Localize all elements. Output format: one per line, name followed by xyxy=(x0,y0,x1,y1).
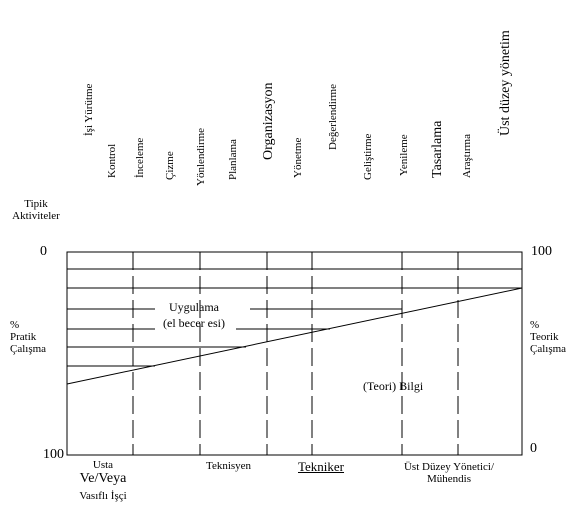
activity-label: Kontrol xyxy=(106,144,118,178)
activity-label: Organizasyon xyxy=(261,83,276,161)
typical-activities-label: Tipik Aktiviteler xyxy=(8,198,64,222)
left-axis-top: 0 xyxy=(40,244,47,259)
right-axis-label-line-1: % xyxy=(530,319,540,331)
role-usta-line-1: Usta xyxy=(92,459,114,471)
role-ust-duzey: Üst Düzey Yönetici/ Mühendis xyxy=(392,461,506,485)
activity-label: Yönetme xyxy=(292,138,304,178)
left-axis-label: % Pratik Çalışma xyxy=(10,319,46,355)
role-ust-duzey-line-1: Üst Düzey Yönetici/ xyxy=(403,461,494,473)
activity-label: İşi Yürütme xyxy=(83,83,95,136)
activity-label: Araştırma xyxy=(461,134,473,178)
theory-region-label: (Teori) Bilgi xyxy=(363,379,424,393)
right-axis-label-line-2: Teorik xyxy=(530,331,559,343)
typical-label-line-2: Aktiviteler xyxy=(12,210,60,222)
left-axis-label-line-3: Çalışma xyxy=(10,343,47,355)
activity-label: Yenileme xyxy=(398,134,410,176)
left-axis-label-line-1: % xyxy=(10,319,20,331)
left-axis-label-line-2: Pratik xyxy=(10,331,37,343)
right-axis-label-line-3: Çalışma xyxy=(530,343,567,355)
practical-region-label: Uygulama (el becer esi) xyxy=(142,299,246,331)
activity-label: İnceleme xyxy=(134,138,146,178)
left-axis-bottom: 100 xyxy=(43,447,64,462)
activity-label: Değerlendirme xyxy=(327,84,339,150)
role-teknisyen: Teknisyen xyxy=(206,460,252,472)
right-axis-bottom: 0 xyxy=(530,441,537,456)
role-usta-line-2: Ve/Veya xyxy=(79,471,127,486)
role-ust-duzey-line-2: Mühendis xyxy=(427,473,471,485)
activity-label: Üst düzey yönetim xyxy=(496,30,513,136)
chart-frame xyxy=(66,251,523,456)
dividing-line xyxy=(66,287,523,385)
right-axis-top: 100 xyxy=(531,244,552,259)
activity-label: Geliştirme xyxy=(362,133,374,180)
activity-label: Çizme xyxy=(164,151,176,180)
role-tekniker: Tekniker xyxy=(298,459,345,474)
activity-label: Yönlendirme xyxy=(195,128,207,186)
activity-labels: İşi Yürütme Kontrol İnceleme Çizme Yönlendir… xyxy=(83,30,513,186)
role-usta: Usta Ve/Veya Vasıflı İşçi xyxy=(70,459,136,502)
practical-label-line-1: Uygulama xyxy=(169,300,219,314)
typical-label-line-1: Tipik xyxy=(24,198,48,210)
right-axis-label: % Teorik Çalışma xyxy=(530,319,566,355)
activity-label: Planlama xyxy=(227,139,239,180)
activity-label: Tasarlama xyxy=(430,120,445,178)
practical-label-line-2: (el becer esi) xyxy=(163,316,225,330)
role-usta-line-3: Vasıflı İşçi xyxy=(79,490,127,502)
